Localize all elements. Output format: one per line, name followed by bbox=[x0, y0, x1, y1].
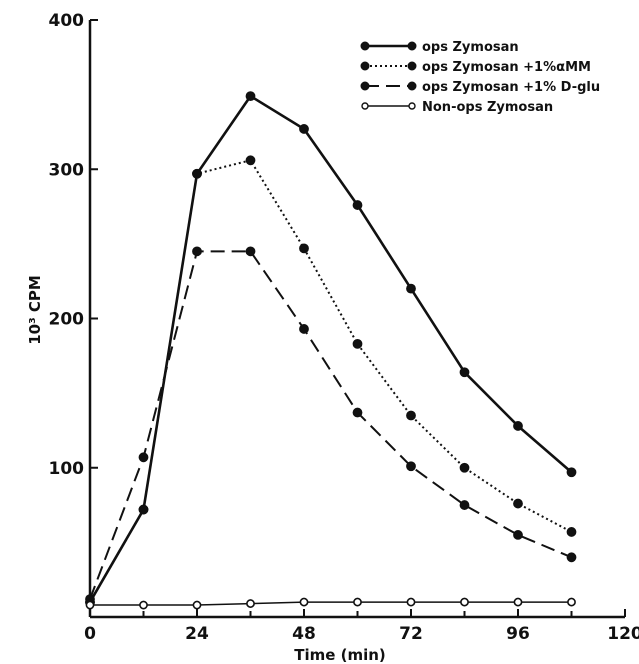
legend-marker bbox=[407, 81, 417, 91]
data-point bbox=[406, 597, 416, 607]
legend-entry: ops Zymosan +1% D-glu bbox=[360, 80, 600, 95]
data-point bbox=[192, 246, 202, 257]
series-2 bbox=[85, 246, 577, 604]
data-point bbox=[192, 600, 202, 610]
x-tick-label: 48 bbox=[292, 624, 316, 644]
legend-marker bbox=[407, 61, 417, 71]
data-point bbox=[352, 200, 363, 210]
series-line bbox=[89, 159, 572, 603]
data-point bbox=[459, 462, 470, 473]
data-point bbox=[513, 597, 523, 607]
x-tick-label: 96 bbox=[506, 624, 530, 644]
series-line bbox=[89, 250, 572, 600]
legend-marker bbox=[361, 102, 369, 110]
data-point bbox=[352, 407, 363, 418]
data-point bbox=[245, 91, 256, 102]
data-point bbox=[192, 168, 202, 179]
data-point bbox=[566, 552, 577, 563]
x-tick-label: 0 bbox=[84, 624, 96, 644]
data-point bbox=[406, 461, 416, 472]
x-tick-label: 24 bbox=[185, 624, 209, 644]
legend: ops Zymosan ops Zymosan +1%αMM ops Zymosan… bbox=[360, 40, 600, 115]
data-point bbox=[459, 367, 470, 378]
legend-marker bbox=[360, 81, 370, 91]
data-point bbox=[138, 452, 149, 463]
legend-entry: ops Zymosan bbox=[360, 40, 519, 55]
data-point bbox=[566, 527, 577, 537]
data-point bbox=[406, 283, 416, 294]
data-point bbox=[299, 597, 309, 607]
legend-marker bbox=[408, 102, 416, 110]
data-point bbox=[353, 597, 362, 607]
data-point bbox=[246, 599, 255, 608]
series-layer bbox=[85, 91, 577, 610]
data-point bbox=[138, 504, 149, 515]
data-point bbox=[85, 600, 95, 610]
data-point bbox=[459, 500, 470, 510]
data-point bbox=[245, 246, 256, 257]
y-tick-label: 200 bbox=[49, 310, 85, 330]
x-ticks: 0 24 48 72 96 120 bbox=[84, 609, 639, 644]
data-point bbox=[299, 324, 309, 334]
legend-marker bbox=[360, 41, 370, 51]
data-point bbox=[460, 597, 469, 607]
y-ticks: 100 200 300 400 bbox=[49, 11, 98, 479]
legend-marker bbox=[360, 61, 370, 71]
series-3 bbox=[85, 597, 576, 610]
data-point bbox=[352, 338, 363, 349]
data-point bbox=[139, 600, 148, 610]
legend-label: Non-ops Zymosan bbox=[422, 100, 553, 115]
data-point bbox=[406, 410, 416, 421]
data-point bbox=[513, 530, 523, 540]
x-tick-label: 120 bbox=[607, 624, 639, 644]
data-point bbox=[566, 467, 577, 478]
y-axis-label: 10³ CPM bbox=[26, 275, 44, 345]
data-point bbox=[567, 597, 576, 607]
data-point bbox=[299, 124, 309, 134]
series-1 bbox=[85, 155, 577, 607]
legend-label: ops Zymosan +1%αMM bbox=[422, 60, 591, 75]
legend-label: ops Zymosan +1% D-glu bbox=[422, 80, 600, 95]
legend-marker bbox=[407, 41, 417, 51]
legend-entry: Non-ops Zymosan bbox=[361, 100, 553, 115]
y-tick-label: 100 bbox=[49, 459, 85, 479]
series-0 bbox=[85, 91, 577, 607]
data-point bbox=[299, 243, 309, 254]
y-tick-label: 400 bbox=[49, 11, 85, 31]
legend-label: ops Zymosan bbox=[422, 40, 519, 55]
data-point bbox=[513, 421, 523, 431]
y-tick-label: 300 bbox=[49, 160, 85, 180]
x-tick-label: 72 bbox=[399, 624, 423, 644]
series-line bbox=[88, 94, 573, 603]
data-point bbox=[513, 498, 523, 509]
series-line bbox=[90, 601, 572, 606]
x-axis-label: Time (min) bbox=[294, 646, 386, 664]
data-point bbox=[245, 155, 256, 166]
legend-entry: ops Zymosan +1%αMM bbox=[360, 60, 591, 75]
